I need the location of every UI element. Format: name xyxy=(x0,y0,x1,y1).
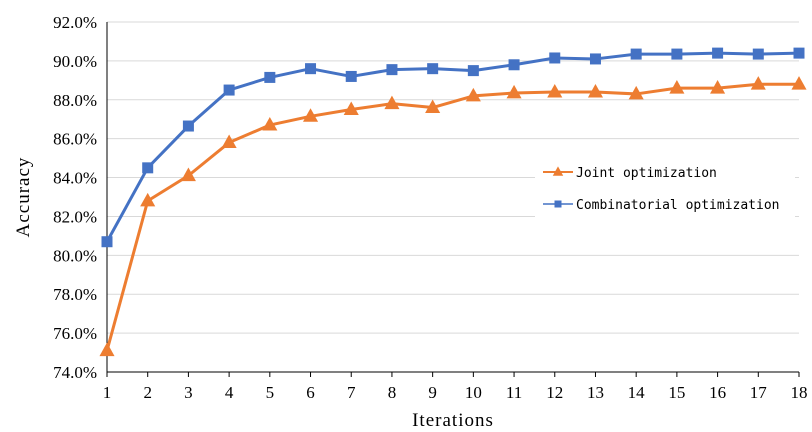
grid-lines xyxy=(107,21,799,334)
x-tick-label: 17 xyxy=(750,383,768,402)
data-point xyxy=(547,83,563,98)
y-tick-labels: 74.0% 76.0% 78.0% 80.0% 82.0% 84.0% 86.0% 88.0%… xyxy=(53,13,97,382)
data-point xyxy=(630,48,642,60)
data-point xyxy=(669,80,685,94)
data-point xyxy=(587,83,604,98)
data-point xyxy=(264,71,276,83)
data-point xyxy=(386,64,398,76)
data-point xyxy=(343,101,359,115)
x-tick-label: 12 xyxy=(546,383,563,402)
y-tick-label: 84.0% xyxy=(53,169,97,188)
data-point xyxy=(302,108,319,122)
data-point xyxy=(427,63,439,75)
data-point xyxy=(549,52,561,64)
x-tick-label: 4 xyxy=(225,383,234,402)
x-tick-labels: 1 2 3 4 5 6 7 8 9 10 11 12 13 14 15 16 17 18 xyxy=(103,372,808,402)
legend-background xyxy=(535,150,795,222)
legend-marker xyxy=(554,200,562,208)
data-point xyxy=(710,80,726,94)
data-point xyxy=(750,76,766,90)
y-tick-label: 82.0% xyxy=(53,207,97,226)
data-point xyxy=(101,236,113,248)
series-joint-optimization xyxy=(99,76,807,357)
y-axis-title: Accuracy xyxy=(13,157,34,238)
data-point xyxy=(180,167,196,182)
x-tick-label: 2 xyxy=(143,383,152,402)
x-tick-label: 6 xyxy=(306,383,315,402)
x-tick-label: 15 xyxy=(668,383,685,402)
x-tick-label: 9 xyxy=(428,383,437,402)
legend-label: Joint optimization xyxy=(576,166,717,181)
data-point xyxy=(628,85,644,100)
data-point xyxy=(262,116,278,131)
series-combinatorial-optimization xyxy=(101,47,805,248)
series-line xyxy=(105,51,800,243)
data-point xyxy=(223,84,235,96)
data-point xyxy=(671,48,683,60)
x-tick-label: 5 xyxy=(266,383,275,402)
x-tick-label: 1 xyxy=(103,383,112,402)
x-tick-label: 16 xyxy=(709,383,726,402)
data-point xyxy=(305,63,317,75)
y-tick-label: 80.0% xyxy=(53,246,97,265)
y-tick-label: 76.0% xyxy=(53,324,97,343)
data-point xyxy=(384,95,400,110)
data-point xyxy=(140,192,156,207)
x-tick-label: 7 xyxy=(347,383,356,402)
x-tick-label: 8 xyxy=(388,383,397,402)
axes xyxy=(106,22,799,373)
x-tick-label: 13 xyxy=(587,383,604,402)
data-point xyxy=(142,162,154,174)
legend-item: Joint optimization xyxy=(543,166,717,181)
y-tick-label: 90.0% xyxy=(53,52,97,71)
data-point xyxy=(465,87,481,102)
x-tick-label: 14 xyxy=(628,383,646,402)
x-tick-label: 18 xyxy=(791,383,808,402)
data-point xyxy=(791,76,807,90)
legend-marker xyxy=(552,166,564,176)
x-tick-label: 10 xyxy=(465,383,482,402)
series-layer xyxy=(99,47,807,357)
data-point xyxy=(752,48,764,60)
data-point xyxy=(467,65,479,77)
data-point xyxy=(182,120,194,132)
data-point xyxy=(506,84,522,99)
data-point xyxy=(508,59,520,71)
y-tick-label: 74.0% xyxy=(53,363,97,382)
data-point xyxy=(221,134,237,149)
x-tick-label: 3 xyxy=(184,383,193,402)
y-tick-label: 92.0% xyxy=(53,13,97,32)
data-point xyxy=(99,342,115,357)
data-point xyxy=(345,70,357,82)
legend-label: Combinatorial optimization xyxy=(576,198,780,213)
data-point xyxy=(793,47,805,59)
y-tick-label: 78.0% xyxy=(53,285,97,304)
legend-item: Combinatorial optimization xyxy=(543,198,780,213)
y-tick-label: 86.0% xyxy=(53,130,97,149)
series-line xyxy=(105,82,799,352)
x-axis-title: Iterations xyxy=(412,410,494,431)
data-point xyxy=(589,53,601,65)
legend: Joint optimization Combinatorial optimiza… xyxy=(535,150,795,222)
data-point xyxy=(712,47,724,59)
y-tick-label: 88.0% xyxy=(53,91,97,110)
x-tick-label: 11 xyxy=(506,383,522,402)
data-point xyxy=(425,99,441,114)
